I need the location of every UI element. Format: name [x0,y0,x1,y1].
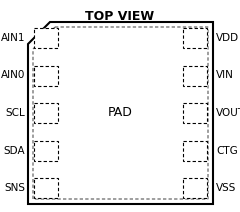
Text: VIN: VIN [216,71,234,81]
Bar [34,66,58,85]
Text: AIN1: AIN1 [0,33,25,43]
Bar [34,178,58,198]
Bar [183,28,207,48]
Bar [183,178,207,198]
Bar [34,103,58,123]
Text: CTG: CTG [216,145,238,155]
Text: PAD: PAD [108,106,133,120]
Text: TOP VIEW: TOP VIEW [85,10,155,23]
Text: VSS: VSS [216,183,236,193]
Bar [34,141,58,160]
Text: SDA: SDA [3,145,25,155]
Bar [183,103,207,123]
Bar [34,28,58,48]
Text: SCL: SCL [5,108,25,118]
Bar [183,66,207,85]
Polygon shape [28,22,213,204]
Text: VOUT: VOUT [216,108,240,118]
Text: AIN0: AIN0 [1,71,25,81]
Text: VDD: VDD [216,33,239,43]
Text: SNS: SNS [4,183,25,193]
Bar [183,141,207,160]
